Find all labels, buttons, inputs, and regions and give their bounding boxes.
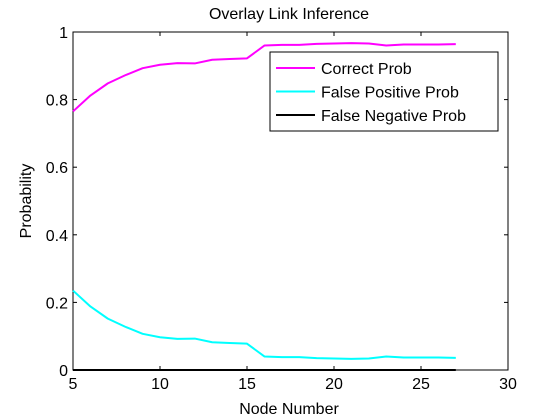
series-line-1 bbox=[72, 289, 456, 360]
x-axis-label: Node Number bbox=[239, 401, 339, 418]
x-axis-ticks: 5 10 15 20 25 30 bbox=[69, 32, 517, 393]
series-line-0 bbox=[72, 42, 456, 113]
legend-label: False Negative Prob bbox=[321, 108, 466, 125]
y-axis-ticks: 0 0.2 0.4 0.6 0.8 1 bbox=[46, 25, 508, 380]
y-tick-label: 0 bbox=[59, 363, 68, 380]
y-tick-label: 0.4 bbox=[46, 228, 68, 245]
x-tick-label: 30 bbox=[499, 376, 517, 393]
legend: Correct Prob False Positive Prob False Neg… bbox=[269, 51, 499, 132]
y-tick-label: 1 bbox=[59, 25, 68, 42]
x-tick-label: 10 bbox=[151, 376, 169, 393]
legend-label: False Positive Prob bbox=[321, 85, 459, 102]
y-tick-label: 0.2 bbox=[46, 295, 68, 312]
x-tick-label: 25 bbox=[412, 376, 430, 393]
x-tick-label: 15 bbox=[238, 376, 256, 393]
legend-label: Correct Prob bbox=[321, 61, 412, 78]
y-axis-label: Probability bbox=[18, 164, 35, 239]
y-tick-label: 0.8 bbox=[46, 93, 68, 110]
y-tick-label: 0.6 bbox=[46, 160, 68, 177]
series-layer bbox=[72, 42, 456, 371]
legend-items: Correct Prob False Positive Prob False Neg… bbox=[276, 61, 466, 125]
chart-title: Overlay Link Inference bbox=[209, 6, 369, 23]
x-tick-label: 5 bbox=[69, 376, 78, 393]
x-tick-label: 20 bbox=[325, 376, 343, 393]
